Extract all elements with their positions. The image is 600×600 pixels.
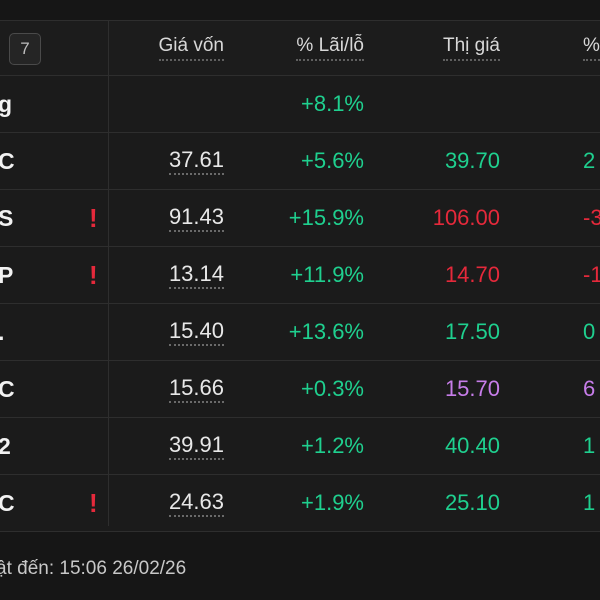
stock-symbol: C <box>0 147 15 174</box>
cost-price: 15.40 <box>168 304 224 360</box>
cost-price: 91.43 <box>168 190 224 246</box>
cost-price: 13.14 <box>168 247 224 303</box>
market-price: 14.70 <box>444 262 500 287</box>
total-row: g +8.1% <box>0 76 600 133</box>
table-header: 7 Giá vốn % Lãi/lỗ Thị giá % Th <box>0 21 600 76</box>
stock-symbol: P <box>0 261 14 288</box>
cost-price: 39.91 <box>168 418 224 474</box>
column-header-percent[interactable]: % Th <box>583 21 600 75</box>
table-row[interactable]: . 15.40 +13.6% 17.50 0 <box>0 304 600 361</box>
last-updated-text: ật đến: 15:06 26/02/26 <box>0 558 187 579</box>
price-change-percent: -1 <box>583 262 600 287</box>
table-row[interactable]: C 37.61 +5.6% 39.70 2 <box>0 133 600 190</box>
price-change-percent: 1 <box>583 433 596 458</box>
stock-symbol: C <box>0 489 15 516</box>
market-price: 39.70 <box>444 148 500 173</box>
table-row[interactable]: C! 24.63 +1.9% 25.10 1 <box>0 475 600 532</box>
total-profit-loss: +8.1% <box>301 91 364 116</box>
warning-icon[interactable]: ! <box>89 259 98 290</box>
holdings-count-badge[interactable]: 7 <box>9 33 41 65</box>
table-row[interactable]: S! 91.43 +15.9% 106.00 -3 <box>0 190 600 247</box>
profit-loss-percent: +5.6% <box>301 148 364 173</box>
warning-icon[interactable]: ! <box>89 487 98 518</box>
stock-symbol: C <box>0 375 15 402</box>
profit-loss-percent: +0.3% <box>301 376 364 401</box>
cost-price: 15.66 <box>168 361 224 417</box>
stock-symbol: S <box>0 204 14 231</box>
table-row[interactable]: P! 13.14 +11.9% 14.70 -1 <box>0 247 600 304</box>
profit-loss-percent: +1.9% <box>301 490 364 515</box>
stock-symbol: 2 <box>0 432 11 459</box>
column-header-market-price[interactable]: Thị giá <box>442 21 500 75</box>
profit-loss-percent: +1.2% <box>301 433 364 458</box>
price-change-percent: 1 <box>583 490 596 515</box>
profit-loss-percent: +13.6% <box>288 319 364 344</box>
market-price: 25.10 <box>444 490 500 515</box>
stock-symbol: . <box>0 304 4 360</box>
cost-price: 24.63 <box>168 475 224 531</box>
table-row[interactable]: C 15.66 +0.3% 15.70 6 <box>0 361 600 418</box>
column-header-cost[interactable]: Giá vốn <box>158 21 224 75</box>
total-row-label: g <box>0 90 13 117</box>
price-change-percent: 6 <box>583 376 596 401</box>
market-price: 106.00 <box>432 205 500 230</box>
market-price: 17.50 <box>444 319 500 344</box>
column-divider <box>108 20 109 526</box>
profit-loss-percent: +15.9% <box>288 205 364 230</box>
cost-price: 37.61 <box>168 133 224 189</box>
market-price: 15.70 <box>444 376 500 401</box>
market-price: 40.40 <box>444 433 500 458</box>
portfolio-table: 7 Giá vốn % Lãi/lỗ Thị giá % Th g +8.1% … <box>0 20 600 532</box>
warning-icon[interactable]: ! <box>89 202 98 233</box>
table-row[interactable]: 2 39.91 +1.2% 40.40 1 <box>0 418 600 475</box>
price-change-percent: -3 <box>583 205 600 230</box>
price-change-percent: 0 <box>583 319 596 344</box>
profit-loss-percent: +11.9% <box>290 262 364 287</box>
price-change-percent: 2 <box>583 148 596 173</box>
column-header-profit-loss[interactable]: % Lãi/lỗ <box>296 21 364 75</box>
